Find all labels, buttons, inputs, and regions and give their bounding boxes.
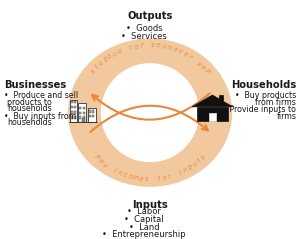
Text: s: s: [145, 176, 149, 182]
Text: o: o: [162, 175, 167, 181]
Text: n: n: [116, 169, 123, 177]
Text: i: i: [178, 170, 183, 176]
Text: e: e: [139, 176, 144, 182]
Bar: [92, 115, 94, 117]
Text: P: P: [93, 154, 100, 161]
Text: r: r: [168, 174, 172, 180]
Text: Inputs: Inputs: [132, 200, 168, 210]
Text: u: u: [161, 43, 167, 50]
Bar: [88, 109, 96, 122]
Text: t: t: [107, 53, 113, 60]
Polygon shape: [192, 95, 233, 107]
Text: m: m: [132, 174, 140, 182]
Text: Outputs: Outputs: [127, 11, 173, 21]
Bar: [89, 110, 91, 113]
Bar: [71, 116, 73, 119]
Text: e: e: [156, 42, 161, 49]
Bar: [71, 111, 73, 114]
Text: from firms: from firms: [255, 98, 296, 107]
Text: o: o: [134, 43, 139, 50]
Bar: [79, 112, 81, 114]
Text: firms: firms: [276, 112, 296, 121]
Bar: [209, 113, 216, 121]
Text: n: n: [167, 44, 172, 51]
Ellipse shape: [68, 38, 232, 187]
Bar: [74, 111, 77, 114]
Text: households: households: [7, 104, 52, 113]
Text: o: o: [117, 48, 123, 55]
Text: •  Capital: • Capital: [124, 215, 164, 224]
Bar: [74, 101, 77, 103]
Bar: [70, 99, 77, 122]
Text: •  Provide inputs to: • Provide inputs to: [220, 105, 296, 114]
Text: r: r: [187, 53, 193, 60]
Text: a: a: [97, 158, 104, 165]
Bar: [74, 106, 77, 109]
Text: Businesses: Businesses: [4, 80, 66, 90]
Bar: [82, 118, 85, 122]
Bar: [79, 107, 81, 109]
Text: f: f: [157, 176, 160, 182]
Text: v: v: [177, 48, 183, 55]
Bar: [89, 115, 91, 117]
Text: p: p: [187, 164, 194, 171]
Text: f: f: [140, 43, 143, 49]
Bar: [71, 101, 73, 103]
Bar: [197, 107, 228, 121]
Text: t: t: [94, 64, 100, 70]
Text: n: n: [182, 167, 189, 174]
Bar: [74, 116, 77, 119]
Ellipse shape: [101, 63, 199, 162]
Text: households: households: [7, 118, 52, 127]
Text: •  Buy inputs from: • Buy inputs from: [4, 112, 76, 120]
Text: p: p: [102, 56, 109, 63]
Text: •  Goods: • Goods: [126, 24, 162, 33]
Text: r: r: [128, 44, 133, 51]
Text: i: i: [112, 168, 117, 174]
Text: c: c: [122, 172, 128, 179]
Text: a: a: [199, 64, 206, 71]
Text: e: e: [172, 46, 178, 53]
Text: y: y: [102, 161, 108, 168]
Text: •  Land: • Land: [129, 223, 159, 232]
Bar: [71, 106, 73, 109]
Text: u: u: [98, 60, 105, 67]
Text: o: o: [128, 173, 133, 180]
Bar: [78, 103, 86, 122]
Text: y: y: [195, 60, 202, 67]
Text: t: t: [196, 158, 202, 164]
Text: s: s: [200, 154, 207, 161]
Text: •  Labor: • Labor: [127, 207, 161, 217]
Bar: [79, 116, 81, 119]
Text: •  Buy products: • Buy products: [235, 91, 296, 100]
Text: Households: Households: [231, 80, 296, 90]
Bar: [92, 110, 94, 113]
Text: u: u: [191, 161, 199, 168]
Text: •  Produce and sell: • Produce and sell: [4, 91, 78, 100]
Bar: [83, 112, 85, 114]
Text: •  Entrepreneurship: • Entrepreneurship: [102, 230, 186, 239]
Text: P: P: [203, 68, 210, 75]
Text: s: s: [151, 42, 155, 48]
Bar: [219, 95, 223, 101]
Text: •  Services: • Services: [121, 33, 167, 41]
Text: products to: products to: [7, 98, 52, 107]
Bar: [83, 116, 85, 119]
Bar: [83, 107, 85, 109]
Text: u: u: [112, 50, 118, 58]
Text: s: s: [90, 68, 97, 74]
Text: e: e: [182, 50, 188, 57]
